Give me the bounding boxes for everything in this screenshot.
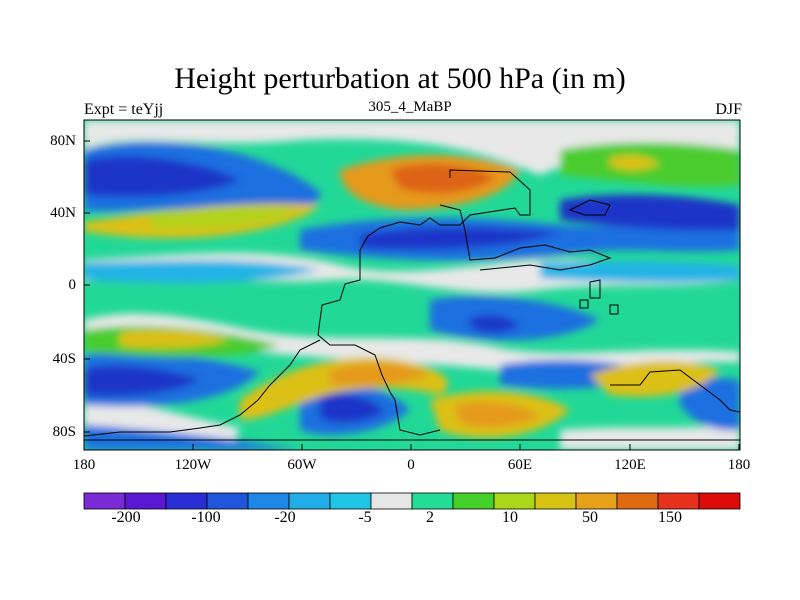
colorbar-swatch — [165, 492, 208, 510]
strong-negative-midlatitude — [360, 227, 560, 250]
outline-island-b — [609, 304, 619, 315]
colorbar-swatch — [657, 492, 700, 510]
colorbar-swatch — [124, 492, 167, 510]
strong-positive-europe — [390, 163, 495, 194]
colorbar-label-4: -5 — [358, 509, 372, 526]
lon-label-120w: 120W — [174, 457, 212, 473]
lat-label-40n: 40N — [50, 205, 76, 221]
axis-ticks — [83, 140, 740, 450]
contour-field — [84, 120, 740, 450]
colorbar-swatch — [575, 492, 618, 510]
negative-region-southeast — [680, 377, 740, 431]
lat-label-80s: 80S — [52, 424, 76, 440]
positive-core-north-atlantic — [150, 206, 300, 229]
strong-negative-north-pacific — [84, 156, 240, 197]
colorbar-label-5: 2 — [426, 509, 434, 526]
colorbar-swatch — [329, 492, 372, 510]
positive-region-south-indian — [590, 360, 720, 397]
outline-australia-south — [610, 369, 740, 413]
colorbar-swatch — [370, 492, 413, 510]
colorbar-swatch — [206, 492, 249, 510]
continent-outlines — [84, 169, 740, 441]
lat-label-40s: 40S — [52, 351, 76, 367]
lon-label-60e: 60E — [507, 457, 533, 473]
strong-negative-south-pacific — [84, 365, 200, 397]
colorbar — [83, 492, 741, 510]
outline-island-a — [589, 279, 601, 299]
colorbar-swatch — [698, 492, 741, 510]
positive-core-subtropics — [120, 329, 230, 348]
lon-label-180e: 180 — [727, 457, 751, 473]
colorbar-swatch — [83, 492, 126, 510]
colorbar-label-2: -100 — [191, 509, 221, 526]
negative-region-antarctic-west — [84, 425, 300, 450]
colorbar-swatch — [493, 492, 536, 510]
lat-label-80n: 80N — [50, 133, 76, 149]
outline-africa-north — [439, 204, 612, 271]
weak-negative-tropics-west — [84, 260, 320, 283]
lon-label-180w: 180 — [72, 457, 96, 473]
colorbar-swatch — [288, 492, 331, 510]
strong-positive-south-africa — [455, 402, 540, 427]
colorbar-swatch — [411, 492, 454, 510]
strong-positive-south-america — [330, 362, 430, 386]
colorbar-swatch — [616, 492, 659, 510]
near-zero-band-north — [84, 120, 740, 175]
colorbar-swatch — [534, 492, 577, 510]
lon-label-60w: 60W — [287, 457, 317, 473]
lat-label-equator: 0 — [68, 277, 77, 293]
experiment-label: Expt = teYjj — [84, 101, 164, 118]
run-label: 305_4_MaBP — [368, 99, 452, 115]
weak-negative-tropics-east — [540, 261, 740, 283]
near-zero-patch-southeast — [560, 425, 740, 450]
negative-region-south-atlantic — [430, 296, 600, 341]
lon-label-0: 0 — [407, 457, 415, 473]
near-zero-band-south — [84, 313, 740, 372]
colorbar-label-7: 50 — [582, 509, 598, 526]
colorbar-label-8: 150 — [658, 509, 682, 526]
season-label: DJF — [715, 101, 742, 118]
colorbar-label-1: -200 — [111, 509, 141, 526]
outline-americas-europe — [317, 169, 531, 436]
outline-asia-block — [568, 199, 611, 216]
colorbar-label-6: 10 — [502, 509, 518, 526]
lon-label-120e: 120E — [614, 457, 646, 473]
colorbar-label-3: -20 — [274, 509, 296, 526]
outline-island-c — [579, 299, 589, 309]
strong-negative-core-b — [320, 393, 385, 423]
colorbar-swatch — [247, 492, 290, 510]
page-title: Height perturbation at 500 hPa (in m) — [174, 62, 626, 95]
strong-negative-core-a — [470, 315, 520, 333]
colorbar-swatch — [452, 492, 495, 510]
positive-core-arctic — [610, 155, 660, 171]
outline-south-america-antarctica — [84, 339, 321, 437]
